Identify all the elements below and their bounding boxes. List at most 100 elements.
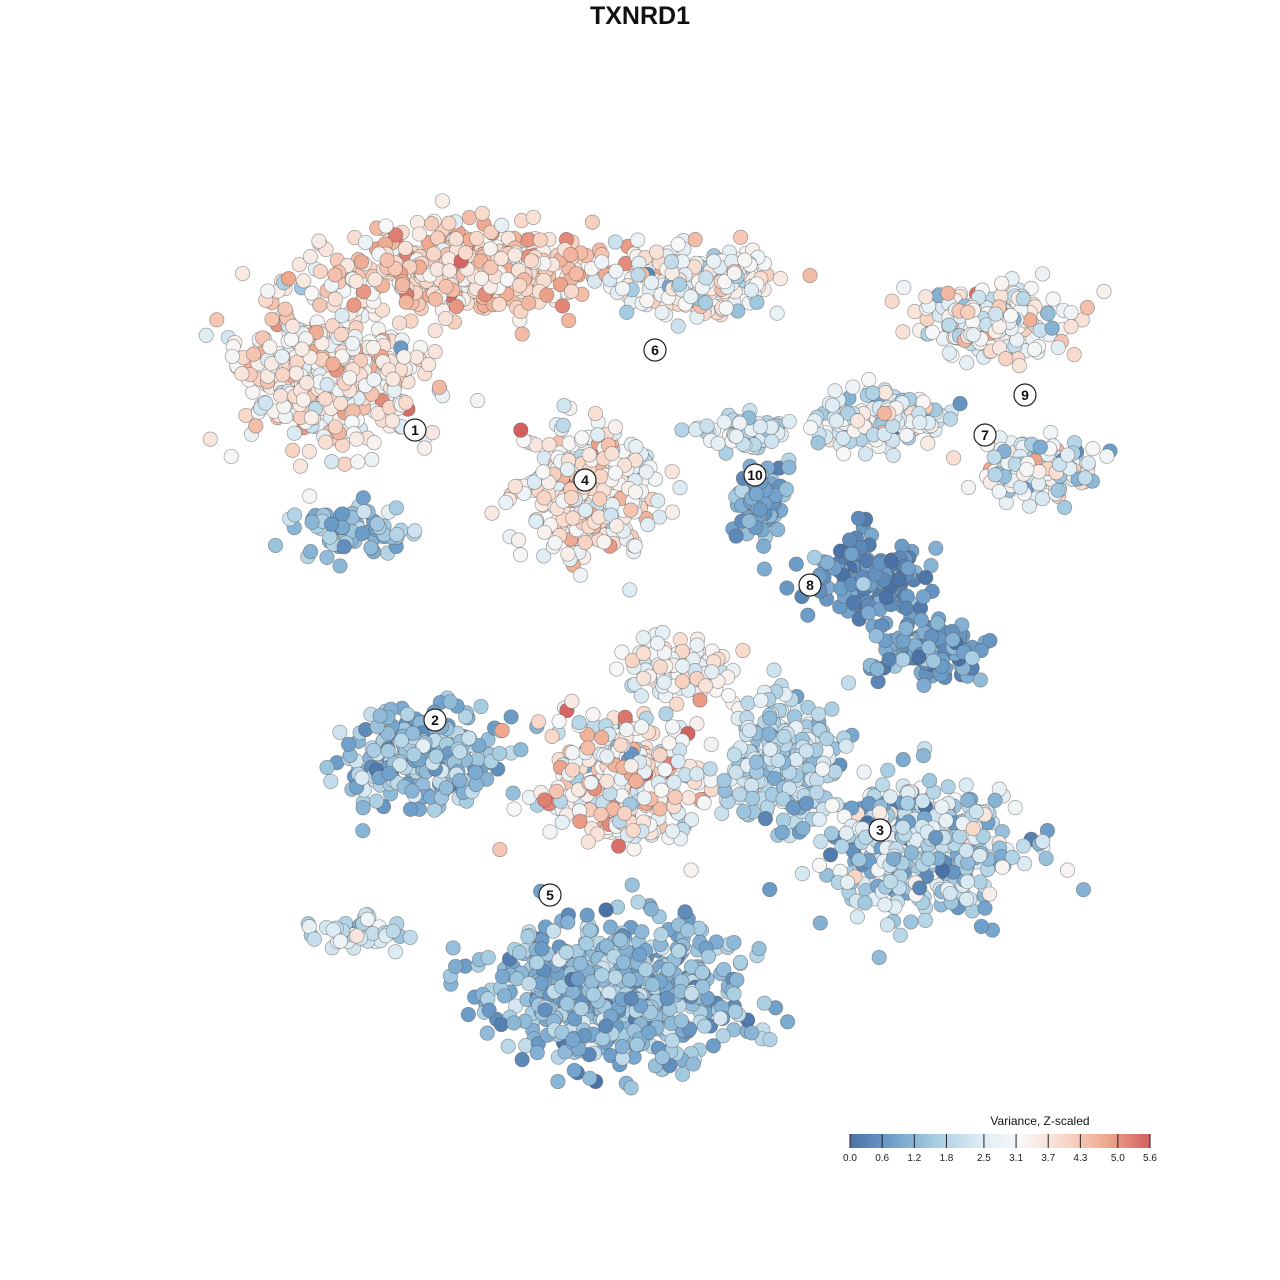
scatter-point [580, 834, 596, 850]
color-legend: Variance, Z-scaled 0.0 0.6 1.2 1.8 2.5 3.1 3.7… [840, 1110, 1170, 1170]
scatter-point [285, 442, 301, 458]
scatter-point [991, 319, 1007, 335]
scatter-point [922, 773, 938, 789]
scatter-point [607, 419, 623, 435]
cluster-label-10: 10 [743, 463, 767, 487]
scatter-point [245, 346, 262, 362]
scatter-point [306, 931, 322, 947]
scatter-point [766, 662, 782, 678]
scatter-point [627, 484, 644, 500]
scatter-point [334, 506, 350, 522]
scatter-point [1059, 862, 1076, 878]
scatter-point [513, 742, 529, 758]
scatter-point [968, 804, 984, 820]
colorbar-tick-label: 1.2 [907, 1153, 921, 1164]
scatter-point [1003, 308, 1019, 324]
scatter-point [1045, 291, 1061, 307]
scatter-point [825, 397, 841, 413]
scatter-point [528, 513, 544, 529]
scatter-point [728, 428, 744, 444]
scatter-point [633, 688, 649, 704]
scatter-point [673, 1013, 690, 1029]
scatter-point [448, 958, 464, 974]
scatter-point [424, 216, 440, 232]
scatter-point [836, 446, 852, 462]
scatter-point [404, 783, 420, 799]
scatter-point [572, 813, 588, 829]
scatter-point [612, 932, 628, 948]
scatter-point [483, 224, 499, 240]
scatter-point [506, 801, 522, 817]
scatter-point [608, 263, 624, 279]
scatter-point [835, 430, 851, 446]
scatter-point [994, 859, 1010, 875]
scatter-point [389, 526, 405, 543]
scatter-point [334, 308, 350, 324]
scatter-point [275, 367, 291, 383]
scatter-point [354, 770, 370, 786]
scatter-point [653, 782, 669, 798]
scatter-point [726, 265, 743, 281]
scatter-point [1060, 447, 1076, 463]
scatter-point [592, 491, 608, 507]
scatter-point [334, 437, 351, 453]
scatter-point [694, 964, 710, 981]
scatter-point [536, 490, 552, 506]
scatter-point [406, 747, 422, 763]
scatter-point [534, 941, 550, 957]
scatter-point [388, 500, 404, 516]
scatter-point [828, 413, 844, 429]
scatter-point [634, 719, 650, 735]
scatter-point [629, 1037, 645, 1053]
scatter-point [827, 764, 843, 780]
scatter-point [819, 731, 835, 747]
scatter-point [883, 553, 899, 569]
scatter-point [385, 923, 401, 939]
scatter-point [248, 418, 264, 434]
scatter-point [594, 967, 610, 983]
scatter-point [915, 589, 931, 605]
scatter-point [781, 459, 797, 475]
scatter-point [727, 1003, 743, 1019]
scatter-point [635, 645, 651, 662]
cluster-label-text: 6 [651, 342, 659, 358]
scatter-point [884, 293, 900, 309]
scatter-point [547, 535, 563, 551]
scatter-point [550, 1073, 566, 1090]
scatter-point [209, 312, 225, 328]
scatter-point [441, 263, 457, 279]
scatter-point [1057, 499, 1073, 515]
scatter-point [461, 730, 477, 746]
scatter-point [302, 249, 318, 265]
scatter-point [378, 218, 394, 234]
scatter-point [494, 217, 510, 233]
scatter-point [824, 701, 840, 717]
scatter-point [303, 544, 319, 560]
scatter-point [285, 318, 301, 334]
scatter-point [762, 741, 778, 757]
scatter-point [1050, 339, 1066, 356]
scatter-point [354, 525, 370, 542]
scatter-point [689, 766, 705, 782]
cluster-label-text: 9 [1021, 387, 1029, 403]
scatter-point [525, 209, 541, 225]
scatter-point [726, 934, 742, 951]
scatter-point [757, 811, 773, 827]
scatter-point [529, 1045, 545, 1061]
scatter-point [994, 275, 1010, 291]
scatter-point [898, 620, 914, 636]
scatter-point [481, 1002, 497, 1018]
scatter-point [849, 909, 865, 925]
points-layer [198, 193, 1118, 1096]
scatter-point [368, 793, 385, 809]
scatter-point [1085, 441, 1101, 457]
colorbar-tick-label: 3.1 [1009, 1153, 1023, 1164]
scatter-point [671, 943, 687, 959]
cluster-label-5: 5 [538, 883, 562, 907]
scatter-point [350, 454, 366, 470]
legend-title: Variance, Z-scaled [990, 1114, 1090, 1128]
scatter-point [928, 829, 944, 846]
scatter-point [619, 304, 635, 320]
scatter-point [920, 435, 936, 451]
